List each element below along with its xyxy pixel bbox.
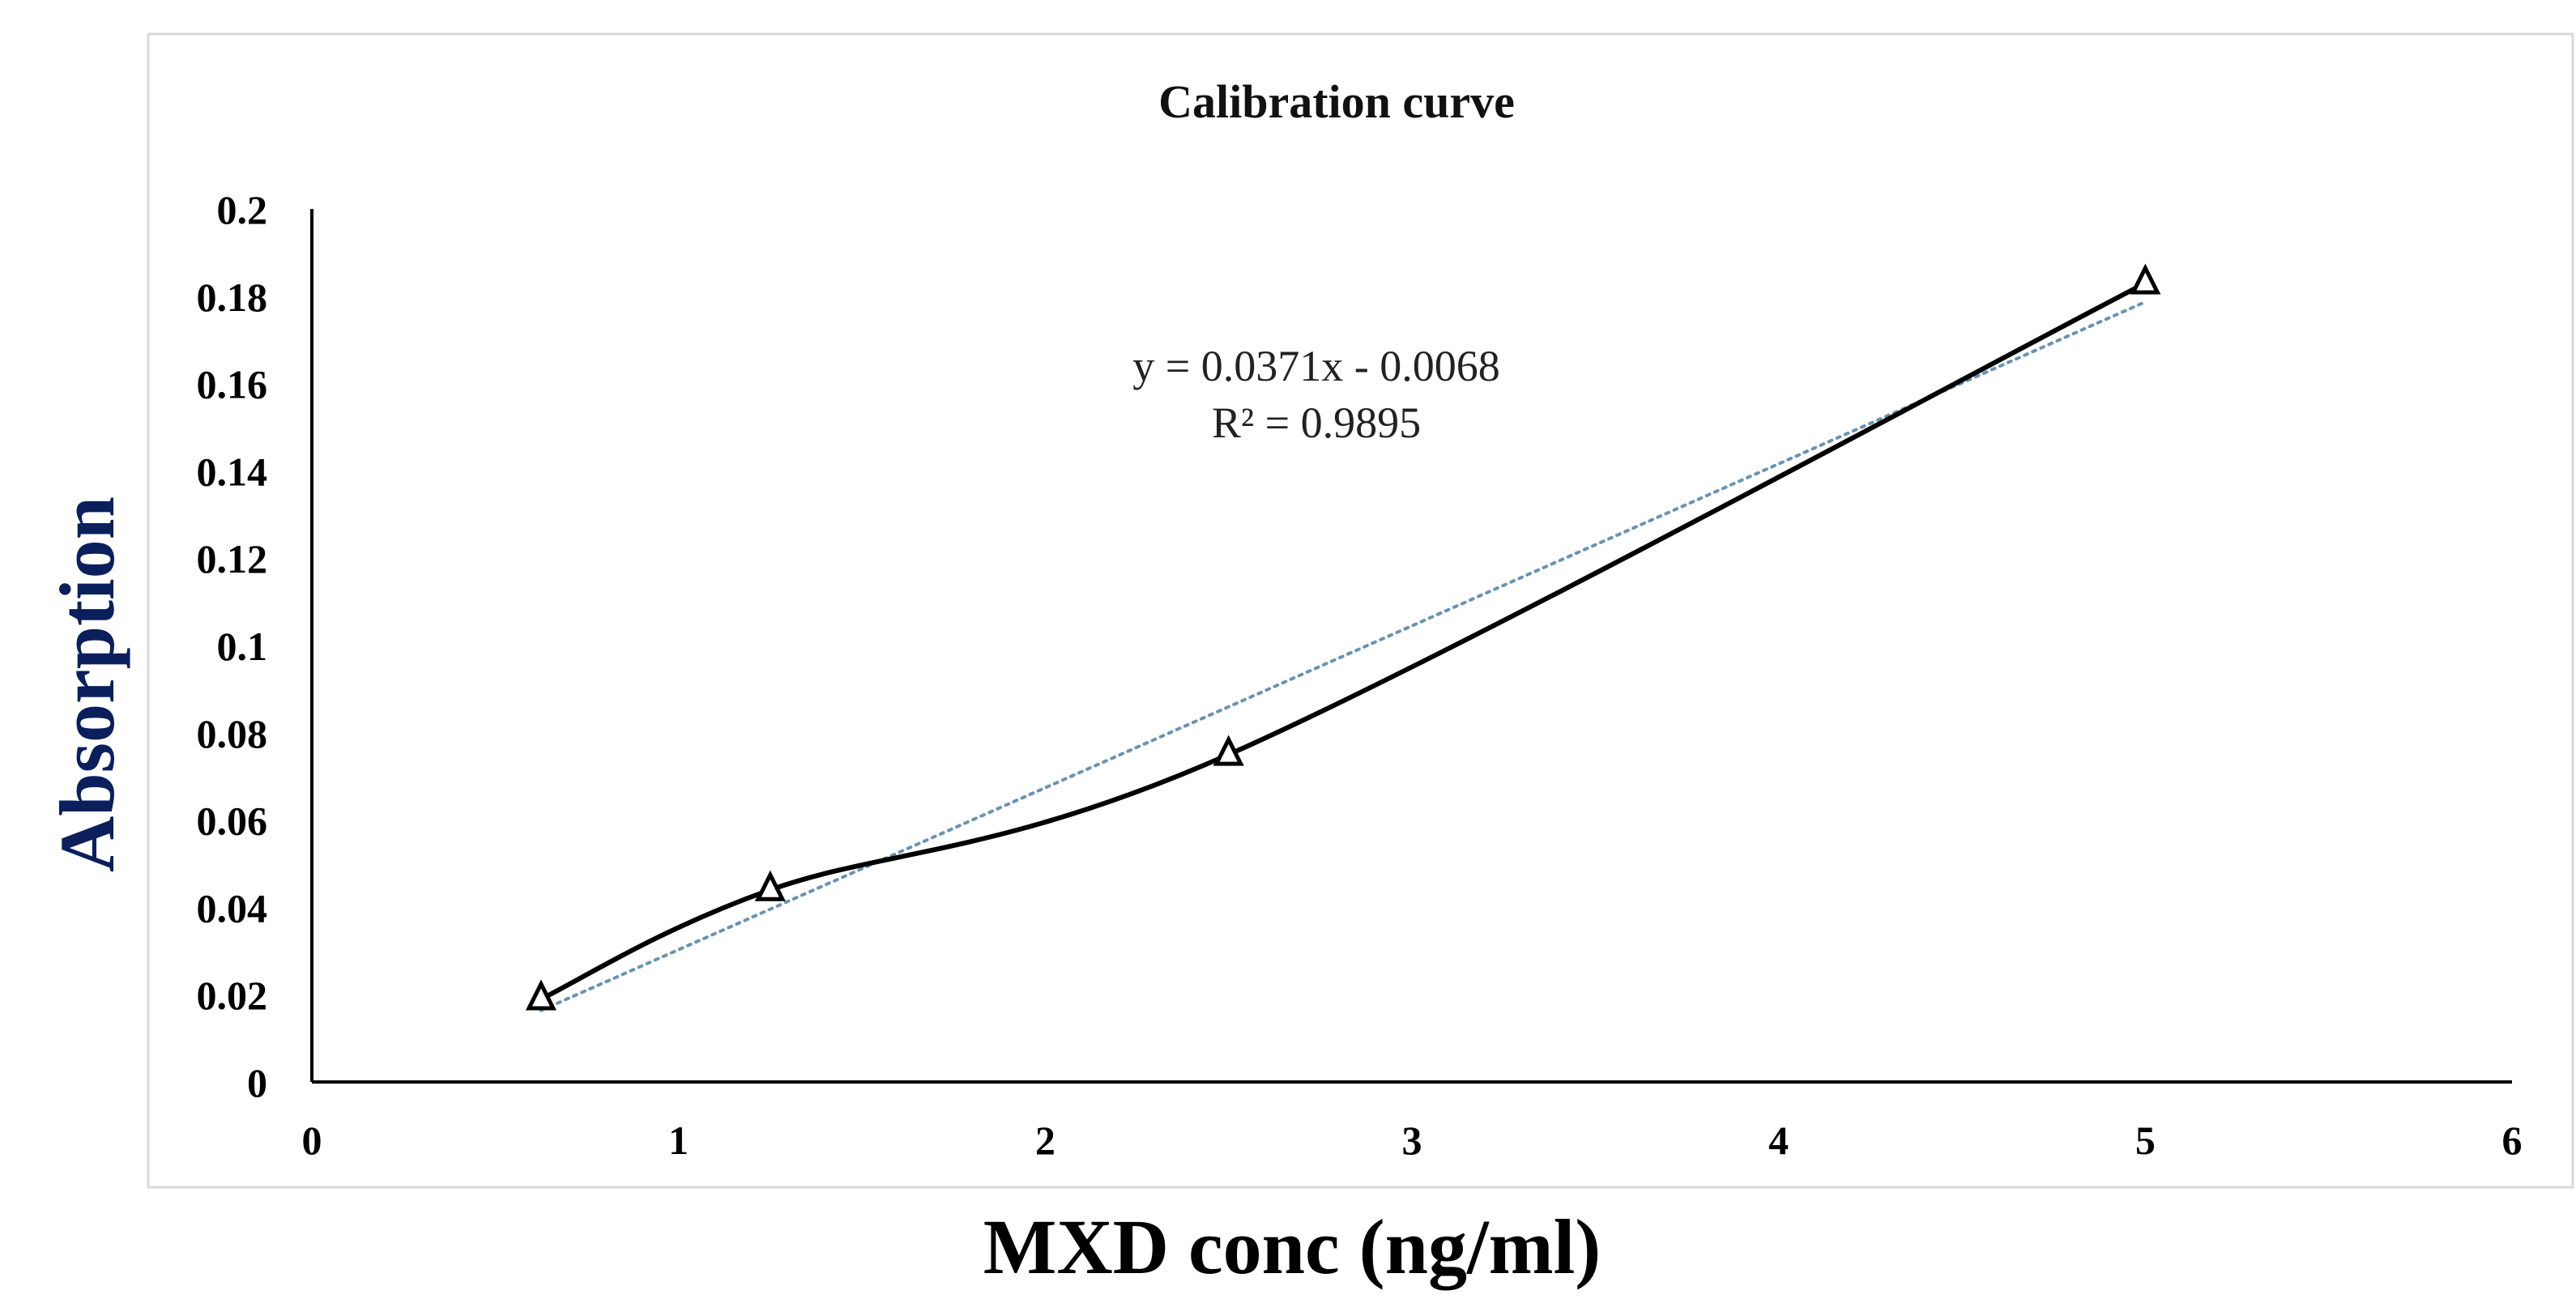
- data-point: [525, 979, 557, 1011]
- x-tick-labels: 0 1 2 3 4 5 6: [302, 1118, 2523, 1163]
- r-squared-label: R² = 0.9895: [1212, 398, 1421, 447]
- chart-title: Calibration curve: [1158, 75, 1515, 128]
- series-layer: [540, 280, 2147, 1002]
- y-tick-label: 0.1: [217, 624, 268, 669]
- series-line: [540, 280, 2147, 1002]
- trendline: [539, 300, 2147, 1012]
- marker-layer: [525, 263, 2161, 1011]
- x-axis-label: MXD conc (ng/ml): [983, 1203, 1601, 1290]
- y-tick-label: 0: [247, 1060, 267, 1105]
- y-tick-label: 0.04: [197, 885, 268, 931]
- data-point: [2130, 263, 2161, 295]
- data-point: [754, 870, 786, 901]
- y-tick-labels: 0 0.02 0.04 0.06 0.08 0.1 0.12 0.14 0.16 0.18 0.2: [197, 187, 268, 1105]
- y-tick-label: 0.06: [197, 799, 268, 844]
- chart-frame: [147, 32, 2574, 1189]
- y-tick-label: 0.14: [197, 449, 268, 494]
- y-tick-label: 0.02: [197, 973, 268, 1018]
- data-point: [1213, 735, 1244, 766]
- x-tick-label: 4: [1768, 1118, 1789, 1163]
- x-tick-label: 5: [2135, 1118, 2156, 1163]
- y-axis-label: Absorption: [44, 496, 130, 872]
- y-tick-label: 0.2: [217, 187, 268, 232]
- y-tick-label: 0.16: [197, 362, 268, 407]
- regression-equation: y = 0.0371x - 0.0068: [1132, 342, 1499, 390]
- x-tick-label: 3: [1402, 1118, 1422, 1163]
- y-tick-label: 0.18: [197, 275, 268, 320]
- x-tick-label: 6: [2502, 1118, 2523, 1163]
- x-tick-label: 1: [668, 1118, 689, 1163]
- y-tick-label: 0.12: [197, 536, 268, 581]
- x-tick-label: 2: [1035, 1118, 1056, 1163]
- y-tick-label: 0.08: [197, 711, 268, 756]
- trendline-layer: [539, 300, 2147, 1012]
- x-tick-label: 0: [302, 1118, 322, 1163]
